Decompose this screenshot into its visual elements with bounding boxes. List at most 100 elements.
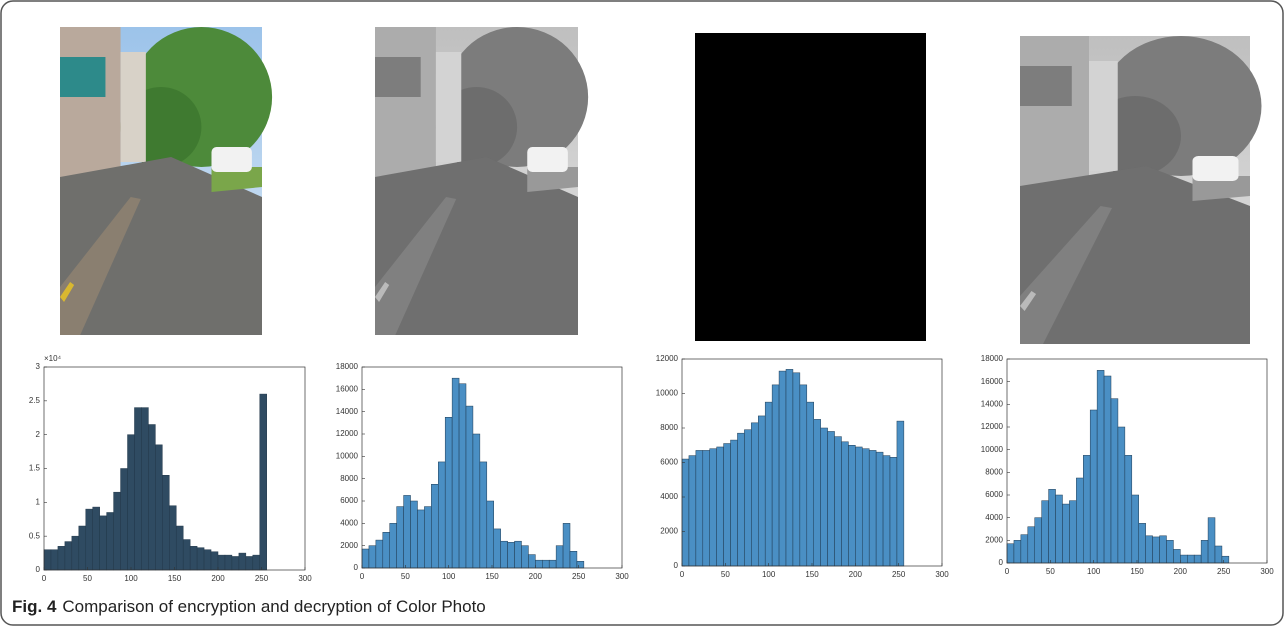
bar (72, 536, 79, 570)
bar (1069, 501, 1076, 563)
bar (44, 550, 51, 570)
bar (779, 371, 786, 566)
bar (841, 442, 848, 566)
photo-original (60, 27, 272, 335)
y-tick-label: 1 (36, 497, 41, 506)
bar (897, 421, 904, 566)
x-tick-label: 200 (849, 570, 863, 579)
bar (51, 550, 58, 570)
photo-grayscale (375, 27, 588, 335)
x-tick-label: 300 (1260, 567, 1274, 576)
y-tick-label: 0.5 (29, 531, 41, 540)
bar (1125, 455, 1132, 563)
bar (480, 462, 487, 568)
bar (445, 417, 452, 568)
x-tick-label: 100 (442, 572, 456, 581)
bar (1132, 495, 1139, 563)
y-tick-label: 4000 (340, 518, 358, 527)
bar (869, 450, 876, 566)
bar (369, 546, 376, 568)
bar (1208, 518, 1215, 563)
bar (1215, 546, 1222, 563)
bar (431, 484, 438, 568)
bar (452, 378, 459, 568)
bar (1062, 504, 1069, 563)
bar (1021, 535, 1028, 563)
y-tick-label: 6000 (340, 496, 358, 505)
bar (737, 433, 744, 566)
bar (1090, 410, 1097, 563)
y-tick-label: 8000 (985, 467, 1003, 476)
x-tick-label: 50 (401, 572, 410, 581)
x-tick-label: 50 (1046, 567, 1055, 576)
bar (232, 556, 239, 570)
bar (786, 369, 793, 566)
bar (1180, 555, 1187, 563)
x-tick-label: 50 (721, 570, 730, 579)
bar (466, 406, 473, 568)
caption: Fig. 4Comparison of encryption and decry… (12, 597, 486, 616)
x-tick-label: 200 (1174, 567, 1188, 576)
x-tick-label: 0 (42, 574, 47, 583)
x-tick-label: 100 (124, 574, 138, 583)
bar (253, 555, 260, 570)
bar (1118, 427, 1125, 563)
bar (155, 445, 162, 570)
y-tick-label: 12000 (656, 354, 679, 363)
x-tick-label: 100 (1087, 567, 1101, 576)
bar (183, 540, 190, 570)
bar (1035, 518, 1042, 563)
y-tick-label: 0 (674, 561, 679, 570)
bar (855, 447, 862, 566)
bar (176, 526, 183, 570)
bar (549, 560, 556, 568)
y-tick-label: 2000 (660, 527, 678, 536)
y-tick-label: 2000 (985, 535, 1003, 544)
bar (190, 546, 197, 570)
bar (751, 423, 758, 566)
bar (765, 402, 772, 566)
y-tick-label: 10000 (981, 445, 1004, 454)
y-tick-label: 2.5 (29, 396, 41, 405)
figure: 05010015020025030000.511.522.53×10⁴05010… (0, 0, 1284, 626)
y-tick-label: 2000 (340, 541, 358, 550)
bar (390, 523, 397, 568)
y-scale-label: ×10⁴ (44, 354, 62, 363)
x-tick-label: 0 (680, 570, 685, 579)
bar (1153, 537, 1160, 563)
bar (487, 501, 494, 568)
bar (508, 542, 515, 568)
bar (169, 506, 176, 570)
bar (890, 457, 897, 566)
bar (1097, 370, 1104, 563)
bar (744, 430, 751, 566)
bar (197, 548, 204, 570)
bar (800, 385, 807, 566)
y-tick-label: 14000 (336, 407, 359, 416)
bar (148, 425, 155, 570)
bar (1146, 536, 1153, 563)
bar (128, 435, 135, 570)
x-tick-label: 0 (1005, 567, 1010, 576)
x-tick-label: 0 (360, 572, 365, 581)
bar (563, 523, 570, 568)
bar (1042, 501, 1049, 563)
bar (86, 509, 93, 570)
bar (93, 507, 100, 570)
bar (758, 416, 765, 566)
x-tick-label: 300 (615, 572, 629, 581)
bar (260, 394, 267, 570)
bar (1049, 489, 1056, 563)
bar (225, 555, 232, 570)
bar (1056, 495, 1063, 563)
bar (1111, 399, 1118, 563)
y-tick-label: 2 (36, 430, 41, 439)
bar (814, 419, 821, 566)
bar (362, 549, 369, 568)
photo-encrypted (695, 33, 926, 341)
bar (1028, 527, 1035, 563)
y-tick-label: 18000 (336, 362, 359, 371)
x-tick-label: 150 (168, 574, 182, 583)
x-tick-label: 300 (935, 570, 949, 579)
x-tick-label: 100 (762, 570, 776, 579)
